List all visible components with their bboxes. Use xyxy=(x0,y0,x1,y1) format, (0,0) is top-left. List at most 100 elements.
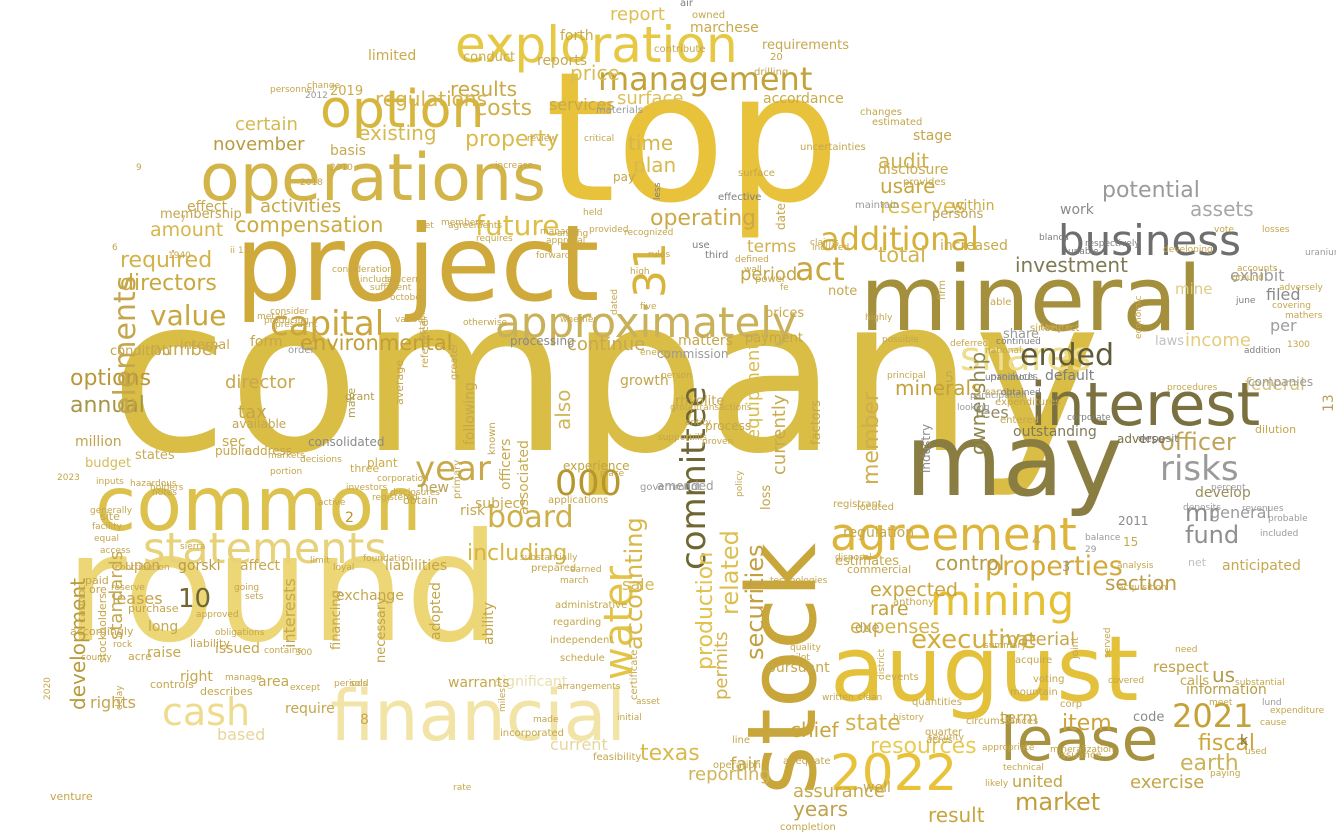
word-substantially: substantially xyxy=(520,553,578,563)
word-markets: markets xyxy=(268,451,305,461)
word-may: may xyxy=(905,402,1123,519)
word-development: development xyxy=(66,578,90,710)
word-mills: mills xyxy=(686,433,707,443)
word-management: management xyxy=(598,60,812,98)
word-facility: facility xyxy=(92,522,123,532)
word-interests: interests xyxy=(280,578,299,648)
word-anthony: anthony xyxy=(893,597,934,608)
word-acquisition: acquisition xyxy=(1118,583,1167,593)
word-held: held xyxy=(583,208,602,218)
word-sierra: sierra xyxy=(180,542,205,552)
word-summary: summary xyxy=(984,641,1027,651)
word-served: served xyxy=(1103,627,1113,658)
word-deferred: deferred xyxy=(950,339,988,349)
word-exchange: exchange xyxy=(336,588,404,604)
word-stock: stock xyxy=(728,543,838,795)
word-owned: owned xyxy=(692,10,725,21)
word-also: also xyxy=(551,390,575,430)
word-regulations: regulations xyxy=(375,87,487,111)
word-quarter: quarter xyxy=(925,727,963,738)
word-2019: 2019 xyxy=(330,84,363,99)
word-obtained: obtained xyxy=(1001,388,1041,398)
word-loyal: loyal xyxy=(333,563,354,573)
word-ended: ended xyxy=(1020,338,1114,373)
word-capital: capital xyxy=(270,304,384,344)
word-security: security xyxy=(928,733,965,743)
word-purchase: purchase xyxy=(128,602,179,615)
word-rate: rate xyxy=(453,783,472,793)
word-laws: laws xyxy=(1155,334,1184,349)
word-processing: processing xyxy=(510,334,575,348)
word-cause: cause xyxy=(1260,718,1287,728)
word-reserve: reserve xyxy=(111,583,145,593)
word-rights: rights xyxy=(90,693,136,712)
word-audit: audit xyxy=(878,149,929,173)
word-make: make xyxy=(345,388,358,418)
word-potential: potential xyxy=(1102,178,1200,203)
word-fees: fees xyxy=(975,403,1009,422)
word-growth: growth xyxy=(620,373,669,389)
word-properties: properties xyxy=(985,551,1123,582)
word-leases: leases xyxy=(112,589,163,608)
word-certain: certain xyxy=(235,114,298,135)
word-within: within xyxy=(952,198,994,214)
word-common: common xyxy=(95,460,422,548)
word-years: years xyxy=(793,797,848,821)
word-developing: developing xyxy=(1163,245,1213,255)
word-schedule: schedule xyxy=(560,653,605,664)
word-ground: ground xyxy=(1232,273,1264,283)
word-form: form xyxy=(250,334,283,350)
word-probable: probable xyxy=(1268,514,1308,524)
word-terms: terms xyxy=(747,237,796,257)
word-mr: mr xyxy=(1185,499,1218,527)
word-unable: unable xyxy=(1068,247,1099,257)
word-require: require xyxy=(285,701,335,717)
word-october: october xyxy=(390,293,425,303)
word-3: 3 xyxy=(1062,560,1070,575)
word-board: board xyxy=(487,500,574,535)
word-meet: meet xyxy=(1209,698,1233,708)
word-stage: stage xyxy=(913,128,952,144)
word-disclosures: disclosures xyxy=(390,488,440,498)
word-warrants: warrants xyxy=(448,675,510,691)
word-procedures: procedures xyxy=(1167,383,1218,393)
word-available: available xyxy=(232,417,286,431)
word-power: power xyxy=(755,274,787,285)
word-general: general xyxy=(1210,503,1271,522)
word-joint: joint xyxy=(1070,637,1081,660)
word-accordingly: accordingly xyxy=(70,625,134,638)
word-blanca: blanca xyxy=(1039,233,1069,243)
word-industry: industry xyxy=(919,424,933,473)
word-minerals: minerals xyxy=(895,376,981,400)
word-inputs: inputs xyxy=(96,477,124,487)
word-adversely: adversely xyxy=(1279,283,1324,293)
word-dilution: dilution xyxy=(1255,423,1296,436)
word-option: option xyxy=(320,80,484,140)
word-elements: elements xyxy=(108,276,143,415)
word-agreement: agreement xyxy=(830,508,1077,561)
word-property: property xyxy=(465,127,559,152)
word-expenditure: expenditure xyxy=(1270,706,1325,716)
word-member: member xyxy=(859,391,884,485)
word-reference: reference xyxy=(420,320,431,368)
word-states: states xyxy=(135,448,175,463)
word-accounting: accounting xyxy=(620,517,648,650)
word-area: area xyxy=(258,674,289,690)
word-surface: surface xyxy=(738,168,775,179)
word-critical: critical xyxy=(584,134,614,144)
word-control: control xyxy=(935,551,1004,575)
word-section: section xyxy=(1105,571,1177,595)
word-financial: financial xyxy=(330,675,626,757)
word-history: history xyxy=(893,713,925,723)
word-2021: 2021 xyxy=(1172,697,1253,735)
word-uranium: uranium xyxy=(1305,248,1336,258)
word-prices: prices xyxy=(765,306,804,321)
word-12: 12 xyxy=(238,246,249,256)
word-requirements: requirements xyxy=(762,38,849,53)
word-associated: associated xyxy=(516,440,532,515)
word-substantial: substantial xyxy=(1235,678,1285,688)
word-round: round xyxy=(65,502,501,676)
word-raise: raise xyxy=(147,645,181,661)
word-president: president xyxy=(275,320,318,330)
word-gorski: gorski xyxy=(178,558,221,574)
